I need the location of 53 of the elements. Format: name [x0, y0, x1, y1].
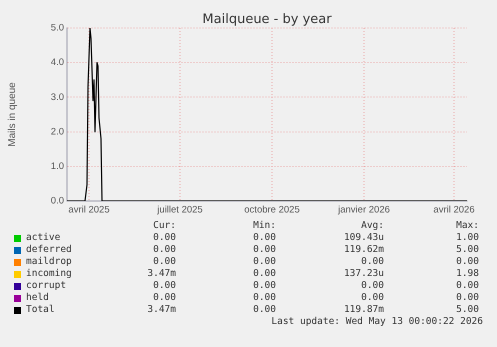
text: 0.00: [253, 232, 276, 243]
y-tick-label: 2.0: [50, 126, 64, 138]
text: 0.00: [456, 256, 479, 267]
y-tick-label: 4.0: [50, 57, 64, 68]
legend-label: corrupt: [26, 280, 66, 291]
text: 0.00: [253, 292, 276, 303]
text: 1.00: [456, 232, 479, 243]
text: Cur:: [153, 220, 176, 231]
text: 119.87m: [344, 304, 384, 315]
legend-label: held: [26, 292, 49, 303]
text: 0.00: [153, 292, 176, 303]
text: 0.00: [456, 280, 479, 291]
legend-label: deferred: [26, 244, 72, 255]
legend-label: incoming: [26, 268, 72, 279]
text: 1.98: [456, 268, 479, 279]
legend-label: active: [26, 232, 60, 243]
y-tick-label: 3.0: [50, 92, 64, 103]
y-tick-label: 5.0: [50, 22, 64, 34]
chart-title: Mailqueue - by year: [202, 12, 332, 27]
legend-label: Total: [26, 304, 55, 315]
text: Avg:: [361, 220, 384, 231]
text: 3.47m: [147, 304, 176, 315]
text: 0.00: [153, 232, 176, 243]
text: 5.00: [456, 304, 479, 315]
x-tick-label: janvier 2026: [337, 204, 390, 216]
text: 0.00: [153, 280, 176, 291]
text: 137.23u: [344, 268, 384, 279]
text: 0.00: [361, 280, 384, 291]
text: 0.00: [253, 268, 276, 279]
text: Last update: Wed May 13 00:00:22 2026: [271, 316, 483, 327]
text: 5.00: [456, 244, 479, 255]
text: 0.00: [361, 256, 384, 267]
text: Max:: [456, 220, 479, 231]
text: 119.62m: [344, 244, 384, 255]
text: 0.00: [361, 292, 384, 303]
text: 109.43u: [344, 232, 384, 243]
text: 0.00: [253, 244, 276, 255]
x-tick-label: juillet 2025: [156, 204, 203, 216]
x-tick-label: avril 2026: [433, 204, 475, 216]
text: 0.00: [153, 256, 176, 267]
text: 0.00: [253, 280, 276, 291]
legend-label: maildrop: [26, 256, 72, 267]
text: Min:: [253, 220, 276, 231]
text: 0.00: [253, 256, 276, 267]
text: 0.00: [456, 292, 479, 303]
text: 0.00: [253, 304, 276, 315]
y-tick-label: 1.0: [50, 161, 64, 172]
text: 0.00: [153, 244, 176, 255]
x-tick-label: avril 2025: [68, 204, 110, 216]
x-tick-label: octobre 2025: [244, 204, 300, 216]
y-axis-title: Mails in queue: [6, 82, 18, 147]
text: 3.47m: [147, 268, 176, 279]
y-tick-label: 0.0: [50, 196, 64, 207]
